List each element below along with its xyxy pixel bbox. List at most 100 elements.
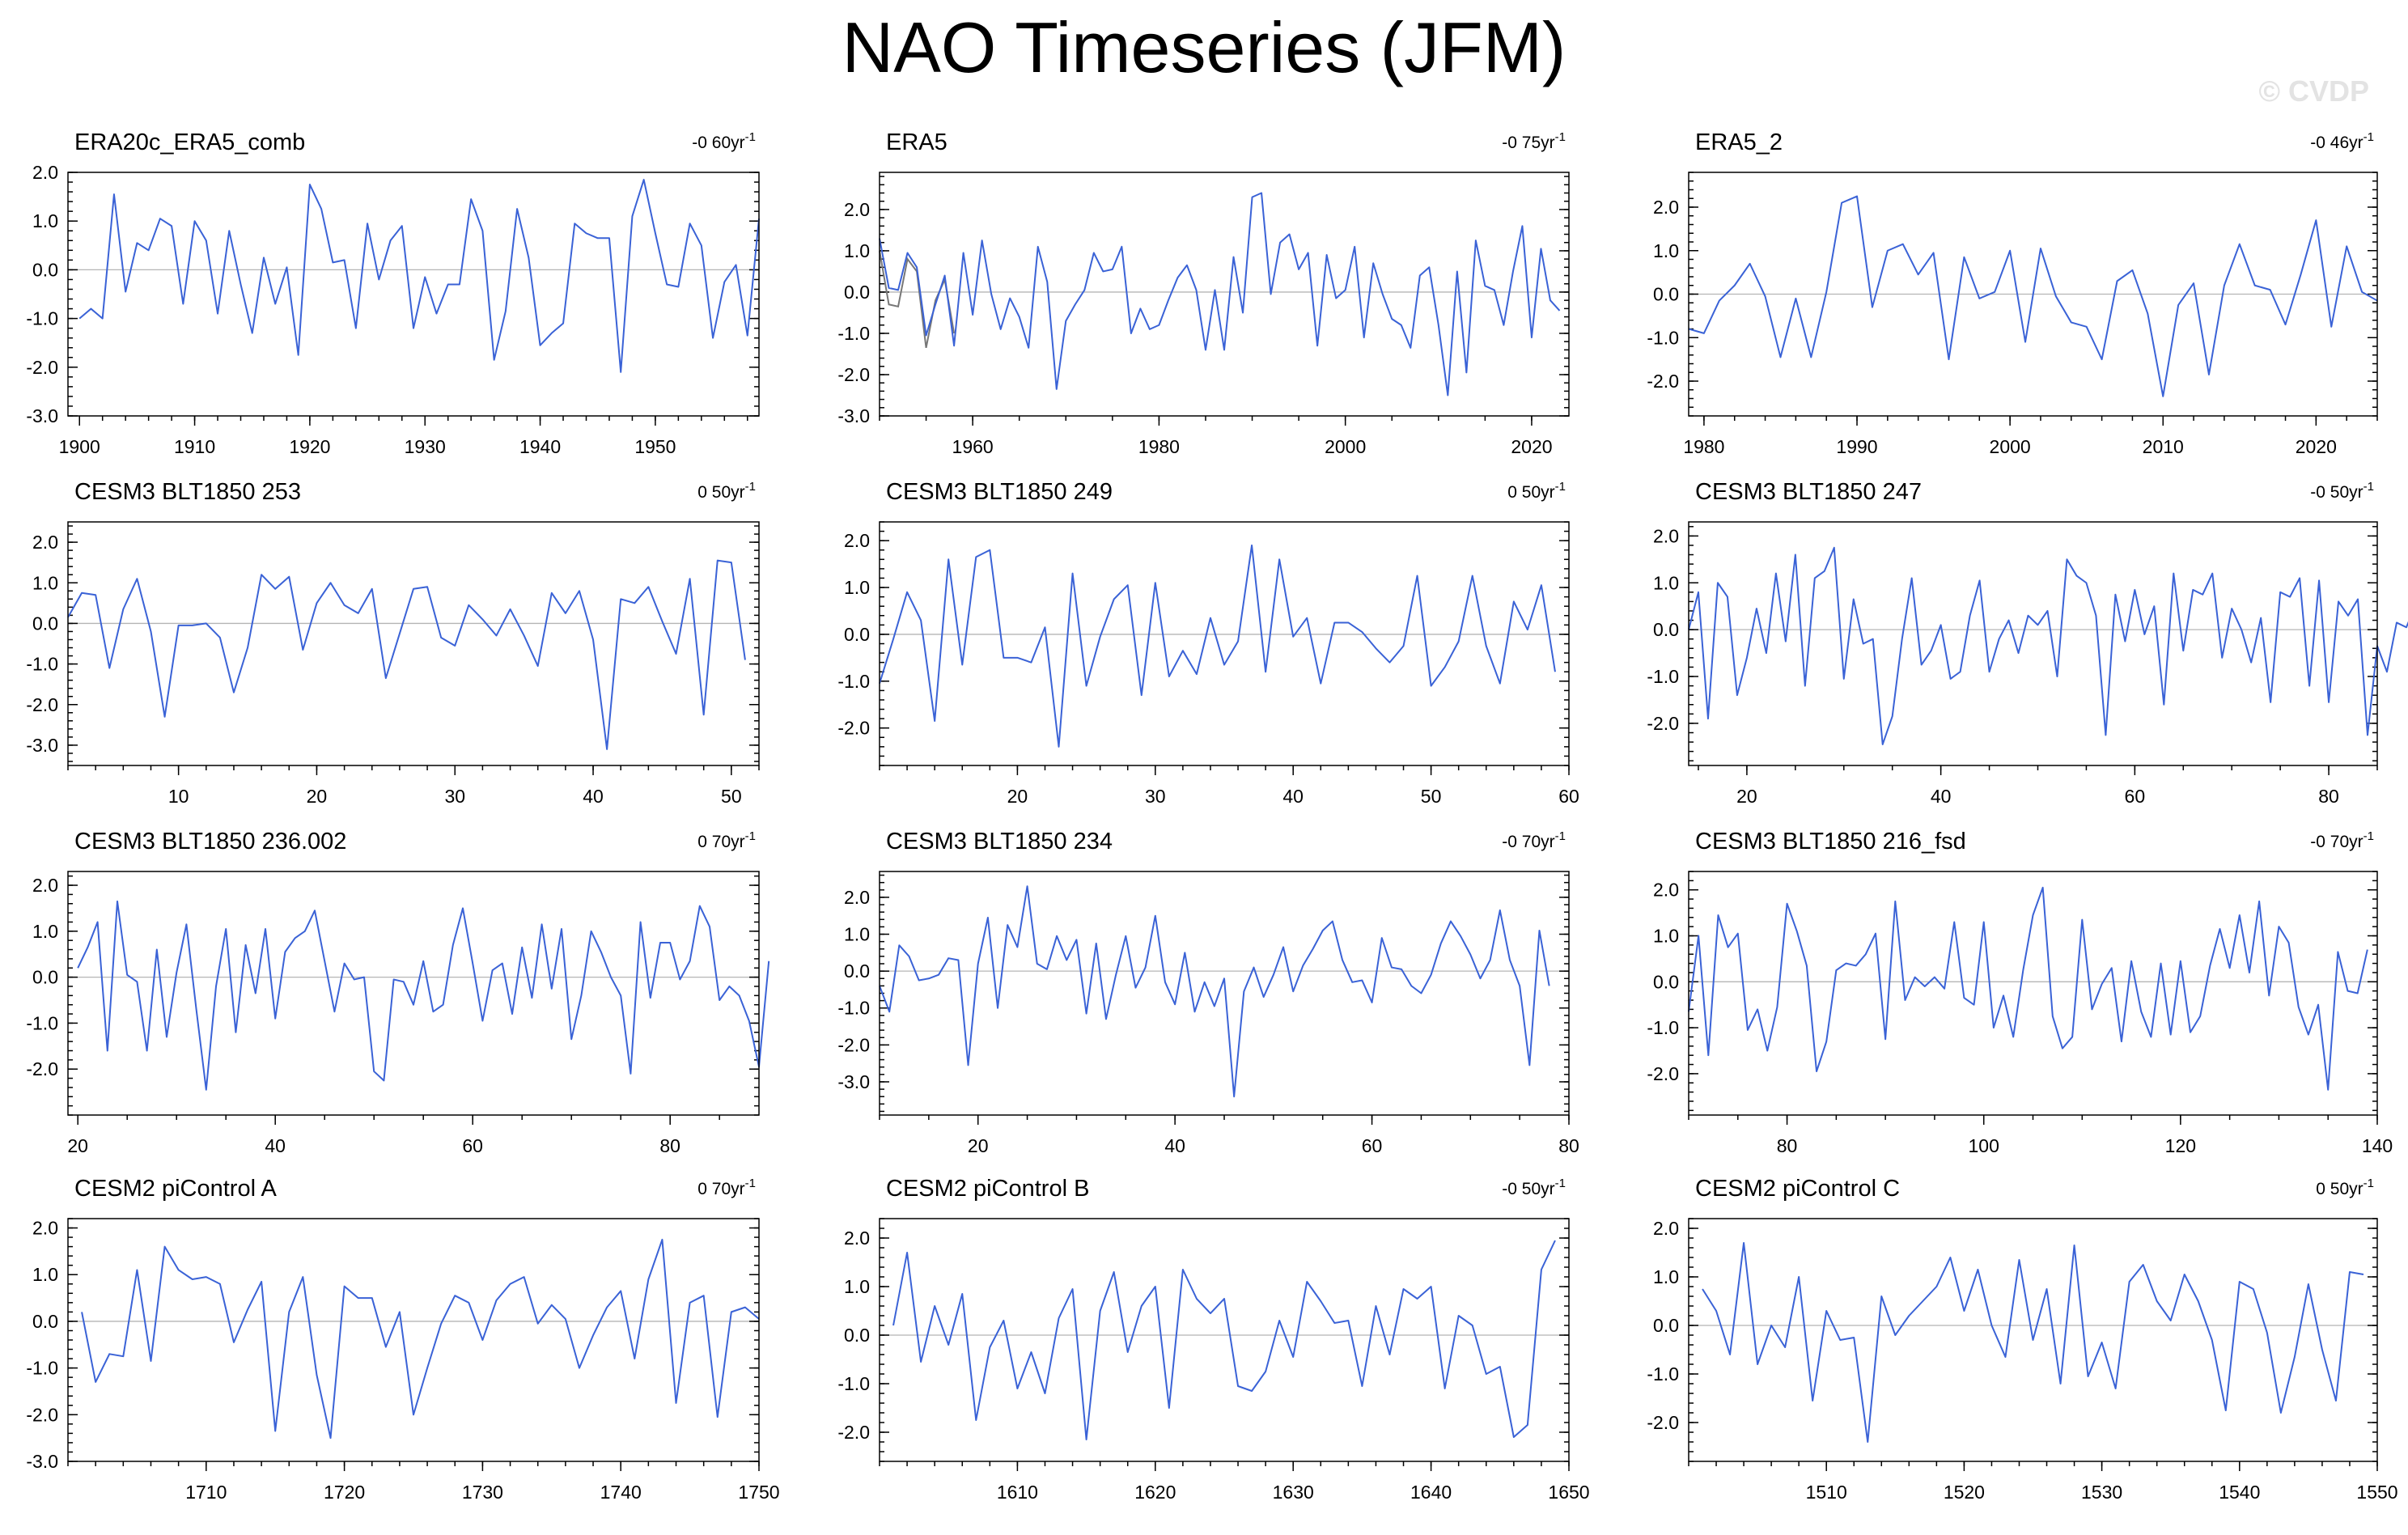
- y-tick-label: -2.0: [1647, 713, 1679, 734]
- trend-label: -0 50yr-1: [2310, 480, 2374, 502]
- panel-8: CESM3 BLT1850 234 -0 70yr-1 -3.0 -2.0 -1.0 0.…: [837, 829, 1579, 1156]
- nao-series-line: [77, 900, 770, 1091]
- y-tick-label: 2.0: [32, 162, 58, 183]
- x-tick-label: 1550: [2356, 1482, 2397, 1503]
- y-tick-label: -1.0: [26, 654, 58, 675]
- x-tick-label: 60: [2125, 786, 2146, 807]
- y-tick-label: 0.0: [1653, 284, 1679, 305]
- x-tick-label: 20: [307, 786, 328, 807]
- y-tick-label: -1.0: [26, 1358, 58, 1379]
- x-tick-label: 80: [1777, 1135, 1798, 1156]
- y-tick-label: 1.0: [32, 210, 58, 231]
- y-tick-label: -1.0: [1647, 666, 1679, 687]
- panel-title: CESM2 piControl C: [1695, 1176, 1900, 1202]
- x-tick-label: 1930: [405, 436, 446, 457]
- x-tick-label: 1750: [738, 1482, 779, 1503]
- nao-series-line: [1688, 886, 2368, 1091]
- y-tick-label: -3.0: [837, 405, 870, 426]
- x-tick-label: 10: [168, 786, 189, 807]
- x-tick-label: 1620: [1134, 1482, 1176, 1503]
- x-tick-label: 1980: [1683, 436, 1724, 457]
- plot-frame: [879, 521, 1570, 766]
- y-tick-label: 1.0: [844, 924, 870, 945]
- x-tick-label: 60: [1558, 786, 1579, 807]
- panel-5: CESM3 BLT1850 249 0 50yr-1 -2.0 -1.0 0.0 1.0 2…: [837, 479, 1579, 807]
- y-tick-label: -2.0: [837, 364, 870, 385]
- y-tick-label: 1.0: [844, 577, 870, 598]
- x-tick-label: 80: [1558, 1135, 1579, 1156]
- y-tick-label: 2.0: [1653, 880, 1679, 901]
- plot-frame: [879, 1218, 1570, 1462]
- x-tick-label: 40: [1282, 786, 1304, 807]
- y-tick-label: -1.0: [1647, 327, 1679, 348]
- x-tick-label: 1610: [997, 1482, 1038, 1503]
- x-tick-label: 1630: [1273, 1482, 1314, 1503]
- figure-title: NAO Timeseries (JFM): [842, 7, 1566, 87]
- x-tick-label: 1740: [600, 1482, 642, 1503]
- y-tick-label: 2.0: [1653, 197, 1679, 218]
- y-tick-label: -1.0: [837, 671, 870, 692]
- y-tick-label: 1.0: [1653, 572, 1679, 593]
- y-tick-label: 2.0: [1653, 525, 1679, 546]
- y-tick-label: 0.0: [844, 960, 870, 982]
- x-tick-label: 1650: [1548, 1482, 1589, 1503]
- y-tick-label: 1.0: [844, 240, 870, 261]
- y-tick-label: 0.0: [844, 1325, 870, 1346]
- trend-label: 0 70yr-1: [697, 829, 756, 851]
- x-tick-label: 20: [67, 1135, 88, 1156]
- watermark: © CVDP: [2258, 74, 2369, 108]
- nao-series-line: [879, 544, 1556, 748]
- y-tick-label: 2.0: [844, 887, 870, 908]
- y-tick-label: 2.0: [844, 530, 870, 551]
- nao-series-line: [1688, 546, 2408, 745]
- nao-series-line: [81, 1238, 760, 1440]
- panel-title: CESM3 BLT1850 247: [1695, 479, 1922, 505]
- nao-series-line: [1688, 195, 2378, 397]
- y-tick-label: -2.0: [837, 1034, 870, 1055]
- trend-label: 0 70yr-1: [697, 1177, 756, 1198]
- x-tick-label: 1990: [1836, 436, 1877, 457]
- plot-frame: [879, 871, 1570, 1116]
- x-tick-label: 1640: [1410, 1482, 1452, 1503]
- x-tick-label: 1720: [324, 1482, 365, 1503]
- overlay-series-line: [879, 250, 956, 349]
- x-tick-label: 60: [462, 1135, 483, 1156]
- x-tick-label: 1960: [952, 436, 994, 457]
- x-tick-label: 1910: [174, 436, 215, 457]
- x-tick-label: 30: [444, 786, 465, 807]
- plot-frame: [67, 1218, 760, 1462]
- x-tick-label: 2000: [1990, 436, 2031, 457]
- panel-7: CESM3 BLT1850 236.002 0 70yr-1 -2.0 -1.0 0.0…: [26, 829, 770, 1156]
- panel-3: ERA5_2 -0 46yr-1 -2.0 -1.0 0.0 1.0 2.0 1980 1990…: [1647, 129, 2378, 457]
- panel-2: ERA5 -0 75yr-1 -3.0 -2.0 -1.0 0.0 1.0 2.0 1960 19…: [837, 129, 1570, 457]
- y-tick-label: 1.0: [32, 921, 58, 942]
- y-tick-label: 0.0: [1653, 619, 1679, 640]
- y-tick-label: -2.0: [837, 1422, 870, 1443]
- x-tick-label: 1530: [2081, 1482, 2122, 1503]
- y-tick-label: -1.0: [837, 323, 870, 344]
- x-tick-label: 1510: [1806, 1482, 1847, 1503]
- trend-label: 0 50yr-1: [1507, 480, 1566, 502]
- x-tick-label: 40: [1931, 786, 1952, 807]
- y-tick-label: 0.0: [32, 613, 58, 634]
- x-tick-label: 2010: [2143, 436, 2184, 457]
- panel-11: CESM2 piControl B -0 50yr-1 -2.0 -1.0 0.0 1.0…: [837, 1176, 1589, 1503]
- x-tick-label: 20: [1007, 786, 1028, 807]
- x-tick-label: 50: [1421, 786, 1442, 807]
- y-tick-label: -1.0: [837, 1373, 870, 1394]
- trend-label: -0 70yr-1: [2310, 829, 2374, 851]
- panel-12: CESM2 piControl C 0 50yr-1 -2.0 -1.0 0.0 1.0 2…: [1647, 1176, 2397, 1503]
- panel-title: ERA5: [886, 129, 948, 155]
- nao-series-line: [1702, 1242, 2364, 1443]
- x-tick-label: 80: [659, 1135, 680, 1156]
- y-tick-label: -2.0: [837, 718, 870, 739]
- y-tick-label: 2.0: [32, 532, 58, 553]
- plot-frame: [67, 871, 760, 1116]
- trend-label: 0 50yr-1: [2316, 1177, 2374, 1198]
- plot-frame: [1688, 871, 2378, 1116]
- panel-4: CESM3 BLT1850 253 0 50yr-1 -3.0 -2.0 -1.0 0.0…: [26, 479, 760, 807]
- x-tick-label: 2000: [1325, 436, 1366, 457]
- y-tick-label: 1.0: [1653, 240, 1679, 261]
- panel-title: CESM3 BLT1850 236.002: [74, 829, 346, 854]
